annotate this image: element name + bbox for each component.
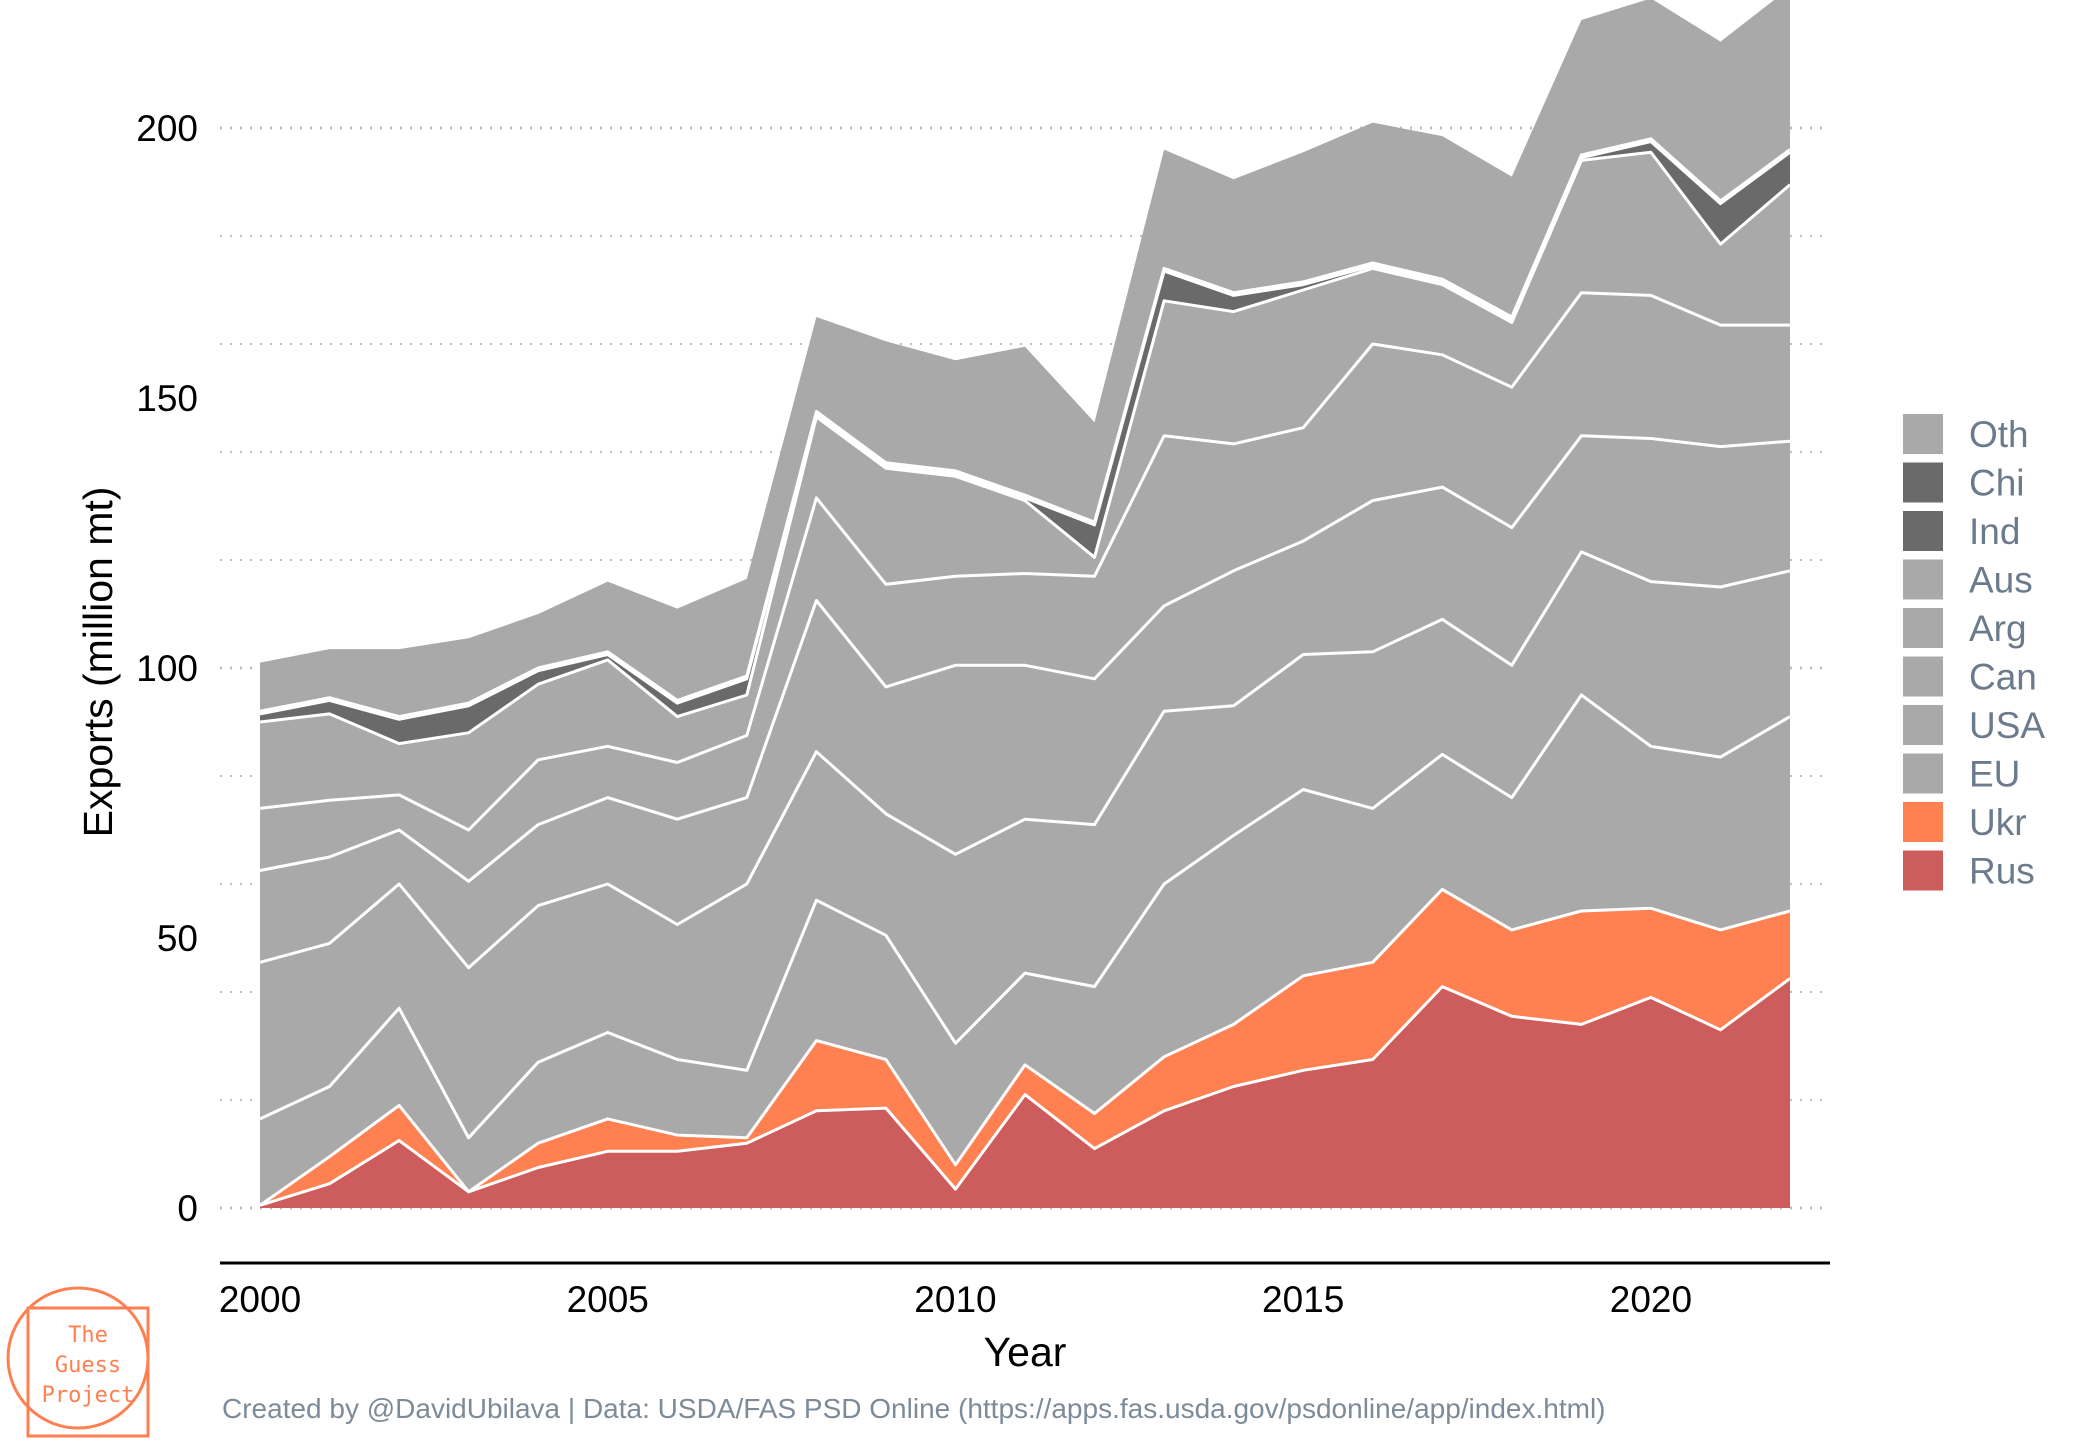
- area-eu: [260, 695, 1790, 1206]
- area-boundaries: [259, 137, 1791, 1207]
- legend-label-can: Can: [1969, 657, 2037, 698]
- legend-label-arg: Arg: [1969, 608, 2027, 649]
- legend-label-rus: Rus: [1969, 851, 2035, 892]
- legend-label-aus: Aus: [1969, 560, 2033, 601]
- legend-label-usa: USA: [1969, 705, 2045, 746]
- legend-swatch-ind: [1903, 511, 1943, 551]
- boundary-ukr: [259, 887, 1791, 1207]
- boundary-arg: [259, 291, 1790, 832]
- caption: Created by @DavidUbilava | Data: USDA/FA…: [222, 1393, 1606, 1424]
- legend: Oth Chi Ind Aus Arg Can USA EU Ukr Rus: [1903, 414, 2045, 892]
- area-usa: [260, 551, 1790, 1138]
- y-axis-title: Exports (million mt): [75, 487, 121, 838]
- legend-swatch-arg: [1903, 608, 1943, 648]
- logo-line-2: Guess: [55, 1353, 121, 1378]
- legend-label-ind: Ind: [1969, 511, 2020, 552]
- x-tick-labels: 2000 2005 2010 2015 2020: [219, 1279, 1692, 1320]
- legend-swatch-chi: [1903, 462, 1943, 503]
- boundary-eu: [259, 693, 1791, 1140]
- boundary-usa: [259, 550, 1791, 970]
- legend-swatch-rus: [1903, 850, 1943, 891]
- logo-square: [26, 1306, 150, 1438]
- legend-label-chi: Chi: [1969, 463, 2025, 504]
- y-tick-label: 100: [136, 648, 198, 689]
- legend-swatch-aus: [1903, 559, 1943, 600]
- x-tick-label: 2015: [1262, 1279, 1344, 1320]
- area-oth: [260, 0, 1790, 717]
- x-tick-label: 2020: [1610, 1279, 1692, 1320]
- legend-swatch-oth: [1903, 414, 1943, 454]
- area-arg: [260, 292, 1790, 882]
- x-tick-label: 2000: [219, 1279, 301, 1320]
- y-tick-label: 50: [157, 918, 198, 959]
- boundary-chi: [259, 137, 1791, 719]
- x-axis-title: Year: [984, 1329, 1067, 1375]
- y-tick-label: 0: [177, 1188, 198, 1229]
- y-tick-labels: 0 50 100 150 200: [136, 108, 198, 1229]
- logo: The Guess Project: [6, 1286, 150, 1438]
- area-aus: [260, 152, 1790, 831]
- x-tick-label: 2005: [567, 1279, 649, 1320]
- legend-label-ukr: Ukr: [1969, 802, 2027, 843]
- y-tick-label: 150: [136, 378, 198, 419]
- x-tick-label: 2010: [914, 1279, 996, 1320]
- legend-swatch-eu: [1903, 753, 1943, 794]
- stacked-areas: [260, 0, 1790, 1208]
- area-ukr: [260, 889, 1790, 1206]
- area-rus: [260, 978, 1790, 1208]
- legend-label-eu: EU: [1969, 754, 2020, 795]
- legend-swatch-can: [1903, 656, 1943, 697]
- logo-line-3: Project: [42, 1383, 135, 1408]
- legend-swatch-ukr: [1903, 802, 1943, 842]
- boundary-rus: [259, 977, 1791, 1207]
- logo-line-1: The: [68, 1323, 108, 1348]
- legend-swatch-usa: [1903, 705, 1943, 745]
- legend-label-oth: Oth: [1969, 414, 2029, 455]
- y-tick-label: 200: [136, 108, 198, 149]
- boundary-can: [259, 434, 1791, 883]
- area-can: [260, 435, 1790, 968]
